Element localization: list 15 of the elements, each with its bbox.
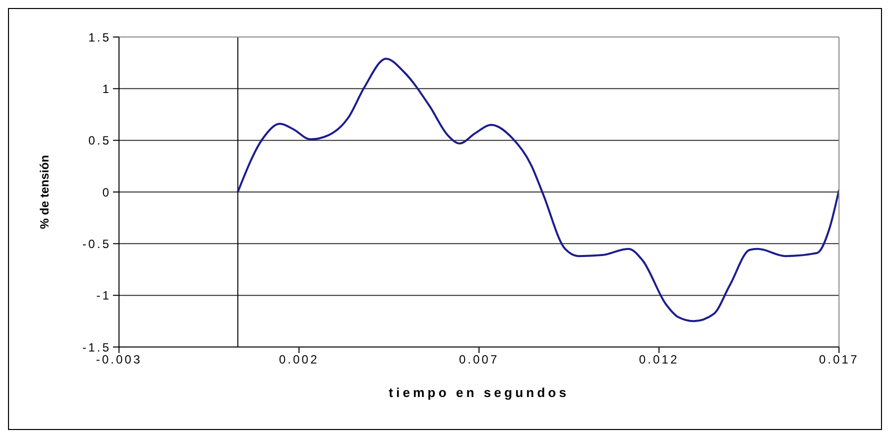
y-tick-label: -0.5 (82, 236, 111, 251)
y-tick-label: -1 (96, 288, 111, 303)
x-tick-label: 0.017 (818, 352, 860, 367)
x-tick-label: 0.007 (458, 352, 500, 367)
x-tick-label: 0.012 (638, 352, 680, 367)
y-tick-label: -1.5 (82, 340, 111, 354)
x-tick-label: -0.003 (96, 352, 142, 367)
y-tick-label: 0.5 (88, 134, 111, 148)
x-axis-title: tiempo en segundos (388, 385, 570, 400)
y-tick-label: 1.5 (88, 30, 111, 44)
y-axis-title: % de tensión (37, 154, 52, 230)
line-series (236, 58, 839, 322)
y-tick-label: 0 (102, 185, 111, 200)
y-tick-label: 1 (102, 82, 111, 96)
x-tick-label: 0.002 (278, 352, 320, 367)
